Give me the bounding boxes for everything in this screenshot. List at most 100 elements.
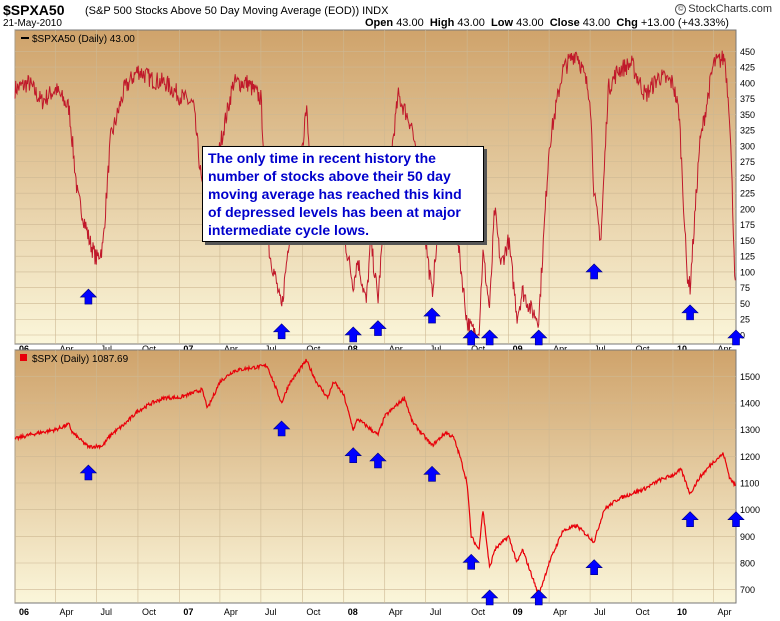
y-tick-label: 175 <box>740 220 755 230</box>
y-tick-label: 450 <box>740 47 755 57</box>
x-tick-label: 08 <box>348 607 358 617</box>
x-tick-label: Jul <box>594 607 606 617</box>
up-arrow-icon <box>344 326 362 343</box>
y-tick-label: 900 <box>740 532 755 542</box>
chg-label: Chg <box>616 17 638 29</box>
up-arrow-icon <box>530 589 548 606</box>
credit-text: StockCharts.com <box>688 3 772 15</box>
x-tick-label: 06 <box>19 344 29 354</box>
x-tick-label: Apr <box>60 607 74 617</box>
annotation-box: The only time in recent history the numb… <box>202 146 484 242</box>
open-label: Open <box>365 17 394 29</box>
x-tick-label: Jul <box>101 607 113 617</box>
x-tick-label: Apr <box>389 344 403 354</box>
x-tick-label: Jul <box>101 344 113 354</box>
x-tick-label: Apr <box>553 344 567 354</box>
x-tick-label: 09 <box>513 607 523 617</box>
up-arrow-icon <box>272 420 291 437</box>
y-tick-label: 375 <box>740 94 755 104</box>
x-tick-label: Oct <box>471 607 486 617</box>
y-tick-label: 1500 <box>740 372 760 382</box>
up-arrow-icon <box>530 329 548 346</box>
up-arrow-icon <box>423 465 441 482</box>
series-line <box>14 358 736 597</box>
x-tick-label: Apr <box>224 344 238 354</box>
x-tick-label: Oct <box>636 607 651 617</box>
up-arrow-icon <box>480 329 499 346</box>
x-tick-label: 10 <box>677 344 687 354</box>
up-arrow-icon <box>585 559 603 575</box>
y-tick-label: 200 <box>740 204 755 214</box>
up-arrow-icon <box>369 320 387 336</box>
chg-value: +13.00 (+43.33%) <box>640 17 729 29</box>
x-tick-label: 08 <box>348 344 358 354</box>
x-tick-label: Apr <box>553 607 567 617</box>
up-arrow-icon <box>369 452 387 469</box>
chart-date: 21-May-2010 <box>3 18 62 29</box>
legend-swatch <box>20 354 27 361</box>
y-tick-label: 150 <box>740 236 755 246</box>
up-arrow-icon <box>681 304 699 321</box>
up-arrow-icon <box>272 323 291 340</box>
up-arrow-icon <box>681 511 699 527</box>
up-arrow-icon <box>462 553 480 570</box>
legend-label: $SPXA50 (Daily) 43.00 <box>32 34 135 45</box>
series-line <box>14 50 736 337</box>
up-arrow-icon <box>79 464 98 481</box>
up-arrow-icon <box>727 511 745 527</box>
y-tick-label: 275 <box>740 157 755 167</box>
x-tick-label: 07 <box>183 344 193 354</box>
y-tick-label: 300 <box>740 141 755 151</box>
y-tick-label: 425 <box>740 63 755 73</box>
up-arrow-icon <box>344 447 362 463</box>
y-tick-label: 700 <box>740 585 755 595</box>
x-tick-label: Oct <box>636 344 651 354</box>
low-value: 43.00 <box>516 17 544 29</box>
x-tick-label: Apr <box>60 344 74 354</box>
copyright-icon: © <box>675 3 687 15</box>
legend: $SPX (Daily) 1087.69 <box>20 354 129 365</box>
x-tick-label: Jul <box>265 607 277 617</box>
plot-area <box>14 349 737 604</box>
x-tick-label: 06 <box>19 607 29 617</box>
up-arrow-icon <box>462 329 480 346</box>
chart-symbol: $SPXA50 <box>3 2 65 18</box>
x-tick-label: Jul <box>430 607 442 617</box>
up-arrow-icon <box>727 329 745 346</box>
y-tick-label: 25 <box>740 315 750 325</box>
y-tick-label: 50 <box>740 299 750 309</box>
x-tick-label: 10 <box>677 607 687 617</box>
credit-link[interactable]: © StockCharts.com <box>675 3 772 15</box>
x-tick-label: Apr <box>389 607 403 617</box>
x-tick-label: Apr <box>224 607 238 617</box>
x-tick-label: Oct <box>471 344 486 354</box>
y-tick-label: 100 <box>740 267 755 277</box>
x-tick-label: Apr <box>717 344 731 354</box>
x-tick-label: Oct <box>306 607 321 617</box>
y-tick-label: 800 <box>740 559 755 569</box>
high-value: 43.00 <box>457 17 485 29</box>
y-tick-label: 1100 <box>740 479 759 489</box>
close-label: Close <box>549 17 580 29</box>
x-tick-label: 09 <box>513 344 523 354</box>
x-tick-label: 07 <box>183 607 193 617</box>
up-arrow-icon <box>423 307 441 324</box>
y-tick-label: 1200 <box>740 452 760 462</box>
close-value: 43.00 <box>582 17 611 29</box>
ohlc-readout: Open 43.00 High 43.00 Low 43.00 Close 43… <box>365 17 729 29</box>
low-label: Low <box>491 17 514 29</box>
y-tick-label: 250 <box>740 173 755 183</box>
legend: $SPXA50 (Daily) 43.00 <box>21 34 135 45</box>
high-label: High <box>429 17 455 29</box>
y-tick-label: 1300 <box>740 425 760 435</box>
chart-description: (S&P 500 Stocks Above 50 Day Moving Aver… <box>85 5 389 17</box>
y-tick-label: 225 <box>740 189 755 199</box>
y-tick-label: 75 <box>740 283 750 293</box>
x-tick-label: Jul <box>265 344 277 354</box>
up-arrow-icon <box>585 263 603 280</box>
open-value: 43.00 <box>396 17 424 29</box>
y-tick-label: 125 <box>740 252 755 262</box>
legend-label: $SPX (Daily) 1087.69 <box>32 354 129 365</box>
y-tick-label: 350 <box>740 110 755 120</box>
